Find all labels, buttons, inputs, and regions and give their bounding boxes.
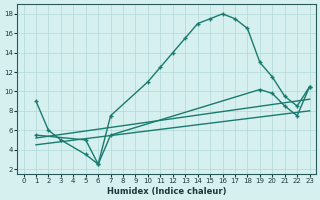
X-axis label: Humidex (Indice chaleur): Humidex (Indice chaleur) [107,187,226,196]
